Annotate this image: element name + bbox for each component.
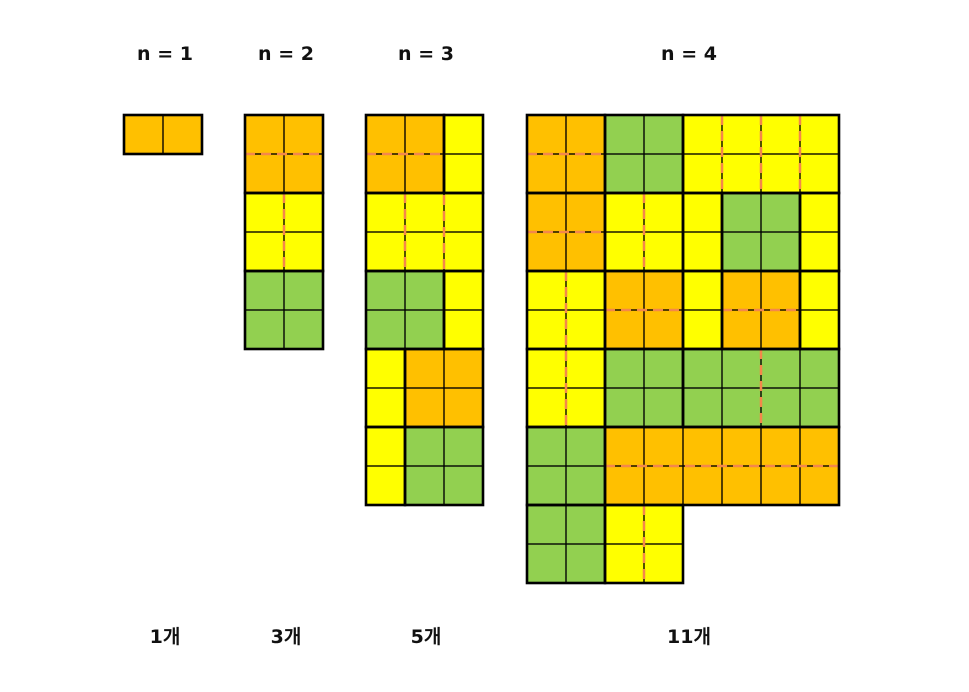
group-n1: n = 1 1개 (122, 43, 204, 648)
group-n4: n = 4 11개 (525, 43, 841, 648)
tile-outline (403, 425, 485, 507)
group-n2: n = 2 3개 (243, 43, 325, 648)
grid-n1 (122, 113, 204, 156)
group-count-n4: 11개 (667, 626, 711, 648)
tile-outline (122, 113, 204, 156)
tile-outline (603, 503, 685, 585)
tile-outline (243, 269, 325, 351)
group-title-n4: n = 4 (661, 43, 717, 65)
group-n3: n = 3 5개 (364, 43, 485, 648)
grid-n2 (243, 113, 325, 351)
grid-n3 (364, 113, 485, 507)
group-count-n3: 5개 (411, 626, 442, 648)
group-count-n1: 1개 (150, 626, 181, 648)
group-title-n2: n = 2 (258, 43, 314, 65)
group-count-n2: 3개 (271, 626, 302, 648)
group-title-n1: n = 1 (137, 43, 193, 65)
tile-outline (603, 425, 841, 507)
grid-n4 (525, 113, 841, 585)
group-title-n3: n = 3 (398, 43, 454, 65)
